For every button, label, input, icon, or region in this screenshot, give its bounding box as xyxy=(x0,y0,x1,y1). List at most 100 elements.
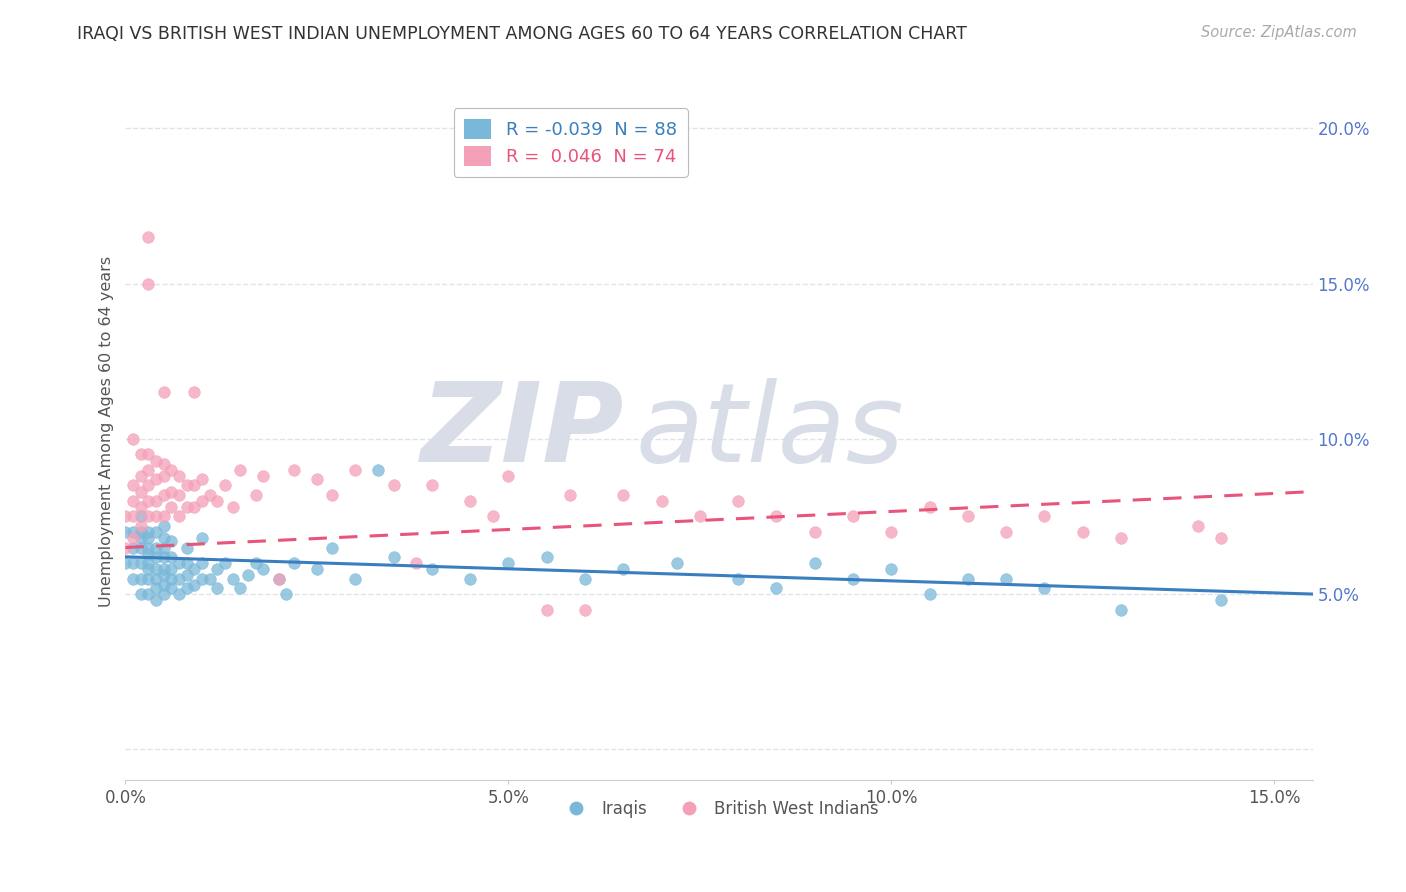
Point xyxy=(420,562,443,576)
Point xyxy=(183,578,205,592)
Point xyxy=(198,572,221,586)
Point xyxy=(152,549,174,564)
Point xyxy=(145,472,167,486)
Point xyxy=(145,509,167,524)
Point xyxy=(152,587,174,601)
Point xyxy=(221,572,243,586)
Point xyxy=(1109,602,1132,616)
Point xyxy=(152,469,174,483)
Point xyxy=(176,478,198,492)
Point xyxy=(245,488,267,502)
Point xyxy=(183,500,205,515)
Point xyxy=(122,572,145,586)
Point xyxy=(122,541,145,555)
Point xyxy=(129,541,152,555)
Point xyxy=(267,572,290,586)
Point xyxy=(1071,524,1094,539)
Point xyxy=(252,469,274,483)
Point xyxy=(129,572,152,586)
Point xyxy=(183,478,205,492)
Point xyxy=(612,488,634,502)
Point xyxy=(160,500,183,515)
Point xyxy=(214,478,236,492)
Point xyxy=(122,524,145,539)
Point xyxy=(152,578,174,592)
Point xyxy=(382,478,405,492)
Point xyxy=(498,556,520,570)
Point xyxy=(420,478,443,492)
Point xyxy=(129,531,152,545)
Point xyxy=(183,385,205,400)
Point xyxy=(536,549,558,564)
Point xyxy=(229,463,252,477)
Point xyxy=(145,572,167,586)
Point xyxy=(458,572,481,586)
Point xyxy=(842,509,865,524)
Point xyxy=(1187,518,1209,533)
Point xyxy=(152,541,174,555)
Point xyxy=(122,556,145,570)
Point xyxy=(138,572,160,586)
Point xyxy=(167,488,190,502)
Point xyxy=(880,524,903,539)
Point xyxy=(176,581,198,595)
Point xyxy=(114,556,136,570)
Point xyxy=(1209,531,1232,545)
Point xyxy=(956,572,979,586)
Point xyxy=(321,541,343,555)
Point xyxy=(138,277,160,291)
Point xyxy=(167,587,190,601)
Point xyxy=(1033,581,1056,595)
Point xyxy=(183,562,205,576)
Point xyxy=(152,562,174,576)
Point xyxy=(229,581,252,595)
Point xyxy=(160,562,183,576)
Point xyxy=(122,494,145,508)
Point xyxy=(458,494,481,508)
Point xyxy=(129,556,152,570)
Point xyxy=(574,602,596,616)
Point xyxy=(138,547,160,561)
Point xyxy=(382,549,405,564)
Point xyxy=(344,463,367,477)
Point xyxy=(138,541,160,555)
Point xyxy=(129,484,152,499)
Point xyxy=(152,518,174,533)
Point xyxy=(727,572,749,586)
Point xyxy=(152,568,174,582)
Point xyxy=(267,572,290,586)
Point xyxy=(160,484,183,499)
Point xyxy=(765,509,787,524)
Point xyxy=(191,494,214,508)
Point xyxy=(152,488,174,502)
Point xyxy=(276,587,298,601)
Point xyxy=(689,509,711,524)
Point xyxy=(1033,509,1056,524)
Point xyxy=(145,453,167,467)
Point xyxy=(176,568,198,582)
Point xyxy=(1209,593,1232,607)
Point xyxy=(129,500,152,515)
Point xyxy=(129,509,152,524)
Point xyxy=(145,549,167,564)
Point xyxy=(536,602,558,616)
Point xyxy=(1109,531,1132,545)
Point xyxy=(122,432,145,446)
Point xyxy=(122,478,145,492)
Point xyxy=(283,463,305,477)
Point xyxy=(191,531,214,545)
Point xyxy=(145,593,167,607)
Point xyxy=(122,531,145,545)
Point xyxy=(191,472,214,486)
Point xyxy=(727,494,749,508)
Point xyxy=(252,562,274,576)
Point xyxy=(574,572,596,586)
Point xyxy=(145,581,167,595)
Point xyxy=(176,556,198,570)
Point xyxy=(145,541,167,555)
Point xyxy=(129,518,152,533)
Point xyxy=(995,524,1018,539)
Text: Source: ZipAtlas.com: Source: ZipAtlas.com xyxy=(1201,25,1357,40)
Text: atlas: atlas xyxy=(636,377,904,484)
Point xyxy=(122,509,145,524)
